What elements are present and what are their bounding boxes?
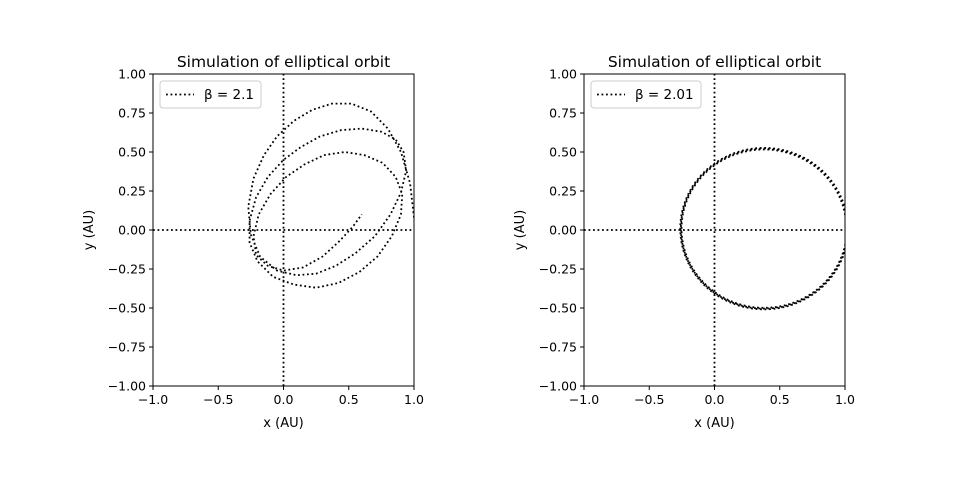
orbit-series-0 — [679, 147, 845, 311]
x-tick-label: −0.5 — [203, 392, 233, 407]
y-tick-label: 0.50 — [549, 145, 577, 160]
y-tick-label: −0.25 — [108, 262, 146, 277]
x-tick-label: −0.5 — [634, 392, 664, 407]
x-tick-label: −1.0 — [569, 392, 599, 407]
y-tick-label: −1.00 — [539, 379, 577, 394]
x-ticks-left: −1.0 −0.5 0.0 0.5 1.0 — [138, 386, 424, 407]
y-tick-label: −0.75 — [539, 340, 577, 355]
x-tick-label: 0.5 — [339, 392, 359, 407]
legend-right: β = 2.01 — [590, 80, 702, 109]
y-axis-label-left: y (AU) — [82, 210, 97, 250]
x-tick-label: 0.0 — [274, 392, 294, 407]
legend-label-left: β = 2.1 — [204, 87, 254, 103]
y-tick-label: 0.00 — [549, 223, 577, 238]
y-tick-label: 0.50 — [118, 145, 146, 160]
y-tick-label: 0.00 — [118, 223, 146, 238]
y-tick-label: −0.50 — [539, 301, 577, 316]
y-tick-label: 1.00 — [549, 67, 577, 82]
x-tick-label: 1.0 — [404, 392, 424, 407]
legend-left: β = 2.1 — [159, 80, 262, 109]
chart-title-right: Simulation of elliptical orbit — [608, 53, 821, 71]
legend-box-right — [590, 80, 702, 109]
y-ticks-left: −1.00 −0.75 −0.50 −0.25 0.00 0.25 0.50 0.75 1.00 — [108, 67, 153, 394]
chart-title-left: Simulation of elliptical orbit — [177, 53, 390, 71]
y-tick-label: 0.25 — [549, 184, 577, 199]
y-tick-label: 0.25 — [118, 184, 146, 199]
x-ticks-right: −1.0 −0.5 0.0 0.5 1.0 — [569, 386, 855, 407]
y-tick-label: −0.25 — [539, 262, 577, 277]
x-tick-label: 0.0 — [705, 392, 725, 407]
y-tick-label: −1.00 — [108, 379, 146, 394]
y-axis-label-right: y (AU) — [513, 210, 528, 250]
y-tick-label: 1.00 — [118, 67, 146, 82]
plot-area-right — [584, 74, 845, 386]
subplot-right: Simulation of elliptical orbit −1.0 −0.5 0… — [513, 53, 855, 431]
y-tick-label: 0.75 — [118, 106, 146, 121]
y-tick-label: −0.50 — [108, 301, 146, 316]
x-tick-label: 0.5 — [770, 392, 790, 407]
x-axis-label-right: x (AU) — [694, 416, 734, 431]
subplot-left: Simulation of elliptical orbit −1.0 −0.5 0… — [82, 53, 424, 431]
legend-label-right: β = 2.01 — [635, 87, 694, 103]
y-ticks-right: −1.00 −0.75 −0.50 −0.25 0.00 0.25 0.50 0.75 1.00 — [539, 67, 584, 394]
orbit-series-0 — [247, 102, 414, 289]
y-tick-label: −0.75 — [108, 340, 146, 355]
x-tick-label: −1.0 — [138, 392, 168, 407]
x-axis-label-left: x (AU) — [263, 416, 303, 431]
y-tick-label: 0.75 — [549, 106, 577, 121]
legend-box-left — [159, 80, 262, 109]
x-tick-label: 1.0 — [835, 392, 855, 407]
plot-area-left — [153, 74, 414, 386]
